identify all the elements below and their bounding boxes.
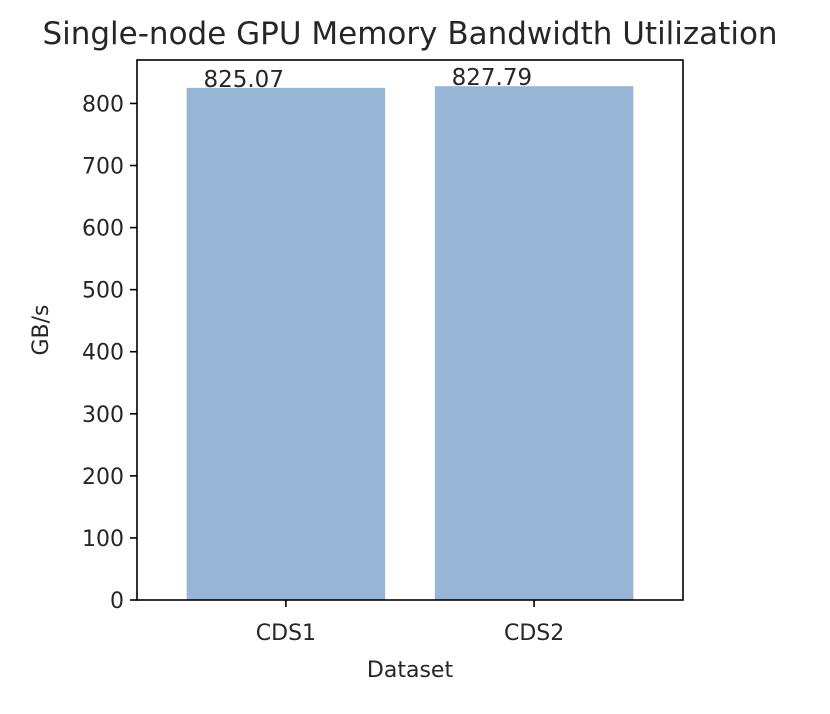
- plot-frame: [136, 59, 684, 601]
- bar-cds1: [186, 87, 386, 601]
- bar-value-label: 827.79: [452, 65, 532, 91]
- x-tick-label: CDS2: [504, 621, 564, 646]
- y-tick-label: 300: [82, 403, 124, 428]
- y-tick-label: 0: [110, 589, 124, 614]
- x-axis-label: Dataset: [367, 658, 454, 683]
- x-tick-label: CDS1: [256, 621, 316, 646]
- y-tick-label: 700: [82, 155, 124, 180]
- bar-value-label: 825.07: [203, 67, 283, 93]
- y-axis: 0 100 200 300 400 500 600 700 800: [82, 92, 137, 614]
- y-tick-label: 100: [82, 527, 124, 552]
- y-axis-label: GB/s: [29, 304, 54, 355]
- chart-title: Single-node GPU Memory Bandwidth Utiliza…: [42, 16, 777, 52]
- x-axis: CDS1 CDS2: [256, 600, 564, 646]
- bar-cds2: [434, 86, 634, 600]
- plot-area: 825.07 827.79: [186, 65, 634, 601]
- y-tick-label: 500: [82, 279, 124, 304]
- y-tick-label: 200: [82, 465, 124, 490]
- y-tick-label: 400: [82, 341, 124, 366]
- y-tick-label: 800: [82, 92, 124, 117]
- y-tick-label: 600: [82, 217, 124, 242]
